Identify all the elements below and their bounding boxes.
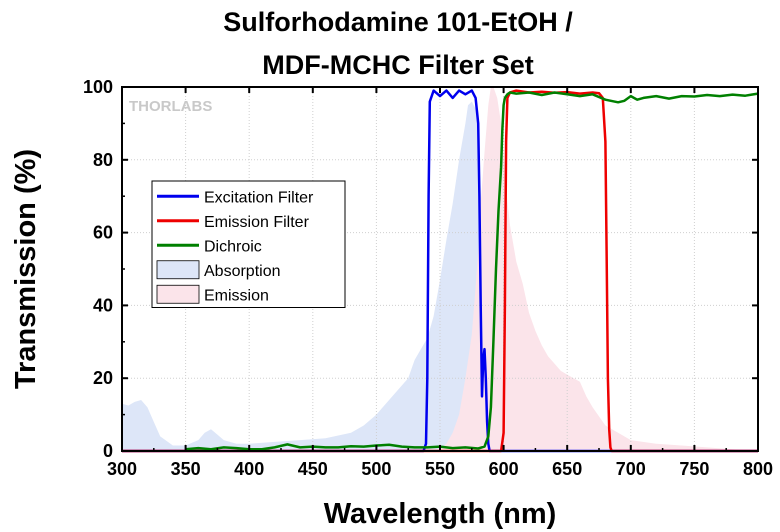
x-tick-label: 450 [298, 459, 328, 479]
emission-filter-line [122, 89, 758, 453]
x-tick-label: 600 [489, 459, 519, 479]
x-tick-label: 550 [425, 459, 455, 479]
area-layer [122, 87, 758, 451]
legend-swatch-emission [156, 284, 200, 304]
x-tick-label: 400 [234, 459, 264, 479]
legend-label-absorption: Absorption [204, 263, 281, 280]
y-axis-title: Transmission (%) [10, 149, 42, 389]
y-tick-label: 40 [93, 295, 113, 315]
legend-label-emission: Emission [204, 287, 269, 304]
legend-label-emission-filter: Emission Filter [204, 214, 310, 231]
x-axis-title: Wavelength (nm) [324, 498, 557, 530]
chart-title-line-2: MDF-MCHC Filter Set [262, 50, 534, 80]
y-tick-label: 60 [93, 223, 113, 243]
thorlabs-watermark: THORLABS [129, 98, 212, 115]
legend-label-dichroic: Dichroic [204, 238, 262, 255]
x-tick-label: 700 [616, 459, 646, 479]
x-tick-label: 800 [743, 459, 773, 479]
chart-title-line-1: Sulforhodamine 101-EtOH / [223, 7, 573, 37]
y-tick-label: 80 [93, 150, 113, 170]
legend-label-excitation-filter: Excitation Filter [204, 189, 314, 206]
y-tick-label: 0 [103, 441, 113, 461]
x-tick-label: 350 [171, 459, 201, 479]
emission-area [427, 87, 758, 451]
x-tick-label: 500 [361, 459, 391, 479]
dichroic-line [185, 91, 759, 451]
x-tick-label: 300 [107, 459, 137, 479]
x-tick-label: 750 [679, 459, 709, 479]
legend: Excitation Filter Emission Filter Dichroic… [151, 180, 346, 308]
x-tick-label: 650 [552, 459, 582, 479]
y-tick-label: 100 [83, 77, 113, 97]
line-layer [122, 89, 759, 453]
legend-swatch-absorption [156, 260, 200, 280]
tick-layer: 300 350 400 450 500 550 600 650 700 750 800 0 20 40 60… [83, 77, 773, 479]
y-tick-label: 20 [93, 368, 113, 388]
